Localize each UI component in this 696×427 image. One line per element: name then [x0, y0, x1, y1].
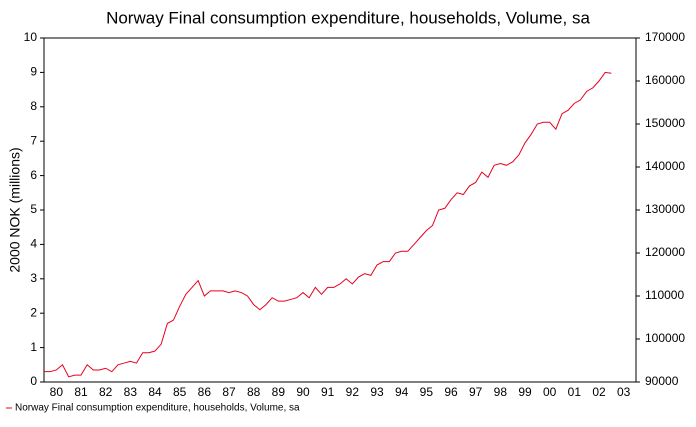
y-axis-label: 2000 NOK (millions)	[7, 147, 23, 272]
x-tick-label: 95	[420, 385, 434, 399]
y-tick-label: 1	[30, 340, 37, 354]
x-tick-label: 80	[50, 385, 64, 399]
y-tick-label: 8	[30, 99, 37, 113]
y2-tick-label: 150000	[645, 116, 685, 130]
y-tick-label: 2	[30, 305, 37, 319]
x-tick-label: 92	[346, 385, 360, 399]
x-tick-label: 02	[592, 385, 606, 399]
y-tick-label: 3	[30, 271, 37, 285]
x-tick-label: 87	[222, 385, 236, 399]
y-tick-label: 6	[30, 168, 37, 182]
x-tick-label: 93	[370, 385, 384, 399]
x-tick-label: 91	[321, 385, 335, 399]
x-tick-label: 85	[173, 385, 187, 399]
y2-tick-label: 100000	[645, 331, 685, 345]
x-tick-label: 83	[124, 385, 138, 399]
y2-tick-label: 120000	[645, 245, 685, 259]
x-tick-label: 00	[543, 385, 557, 399]
y2-tick-label: 170000	[645, 30, 685, 44]
x-tick-label: 03	[617, 385, 631, 399]
x-tick-label: 01	[568, 385, 582, 399]
y2-tick-label: 160000	[645, 73, 685, 87]
y2-tick-label: 140000	[645, 159, 685, 173]
x-tick-label: 99	[518, 385, 532, 399]
x-tick-label: 94	[395, 385, 409, 399]
chart-title: Norway Final consumption expenditure, ho…	[106, 8, 590, 27]
x-tick-label: 88	[247, 385, 261, 399]
x-tick-label: 89	[272, 385, 286, 399]
y-tick-label: 9	[30, 65, 37, 79]
x-tick-label: 84	[148, 385, 162, 399]
plot-frame	[43, 37, 637, 383]
x-tick-label: 82	[99, 385, 113, 399]
y2-tick-label: 130000	[645, 202, 685, 216]
x-tick-label: 97	[469, 385, 483, 399]
x-tick-label: 96	[444, 385, 458, 399]
x-tick-label: 90	[296, 385, 310, 399]
y-tick-label: 4	[30, 237, 37, 251]
y-tick-label: 0	[30, 374, 37, 388]
x-tick-label: 81	[74, 385, 88, 399]
y-tick-label: 7	[30, 133, 37, 147]
x-tick-label: 86	[198, 385, 212, 399]
line-series	[44, 71, 612, 378]
y-tick-label: 10	[24, 30, 38, 44]
y-tick-label: 5	[30, 202, 37, 216]
y2-tick-label: 90000	[645, 374, 679, 388]
y2-tick-label: 110000	[645, 288, 684, 302]
legend-label: Norway Final consumption expenditure, ho…	[15, 403, 300, 414]
x-tick-label: 98	[494, 385, 508, 399]
